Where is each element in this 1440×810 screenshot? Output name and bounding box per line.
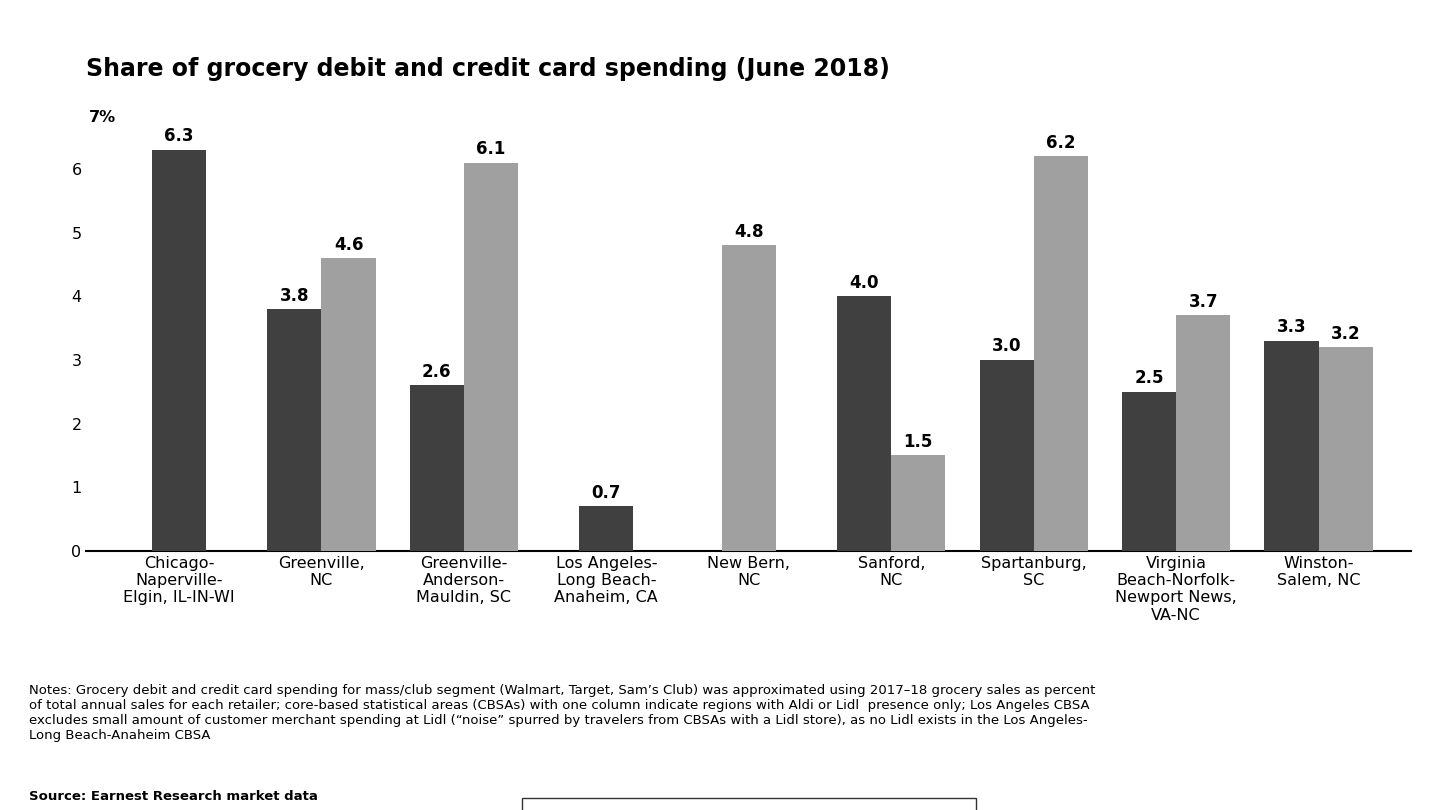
Bar	[837, 296, 891, 551]
Text: 6.1: 6.1	[477, 140, 505, 158]
Text: 1.5: 1.5	[904, 433, 933, 451]
Bar	[1176, 315, 1230, 551]
Text: 2.5: 2.5	[1135, 369, 1164, 387]
Text: 3.0: 3.0	[992, 338, 1021, 356]
Text: 3.8: 3.8	[279, 287, 310, 305]
Text: Notes: Grocery debit and credit card spending for mass/club segment (Walmart, Ta: Notes: Grocery debit and credit card spe…	[29, 684, 1096, 743]
Bar	[979, 360, 1034, 551]
Text: 6.2: 6.2	[1045, 134, 1076, 151]
Legend: Aldi spending share, Lidl spending share: Aldi spending share, Lidl spending share	[521, 799, 976, 810]
Bar	[153, 150, 206, 551]
Text: 3.7: 3.7	[1188, 293, 1218, 311]
Bar	[321, 258, 376, 551]
Bar	[464, 163, 518, 551]
Text: Source: Earnest Research market data: Source: Earnest Research market data	[29, 790, 318, 803]
Bar	[268, 309, 321, 551]
Text: 6.3: 6.3	[164, 127, 194, 146]
Text: Share of grocery debit and credit card spending (June 2018): Share of grocery debit and credit card s…	[86, 57, 890, 81]
Bar	[1122, 392, 1176, 551]
Text: 2.6: 2.6	[422, 363, 452, 381]
Bar	[1264, 341, 1319, 551]
Text: 7%: 7%	[89, 110, 117, 125]
Bar	[579, 506, 634, 551]
Text: 4.0: 4.0	[850, 274, 878, 292]
Bar	[1034, 156, 1087, 551]
Text: 3.2: 3.2	[1331, 325, 1361, 343]
Bar	[721, 245, 776, 551]
Text: 3.3: 3.3	[1277, 318, 1306, 336]
Bar	[891, 455, 946, 551]
Text: 4.8: 4.8	[734, 223, 763, 241]
Text: 4.6: 4.6	[334, 236, 363, 254]
Bar	[1319, 347, 1372, 551]
Bar	[410, 386, 464, 551]
Text: 0.7: 0.7	[592, 484, 621, 502]
